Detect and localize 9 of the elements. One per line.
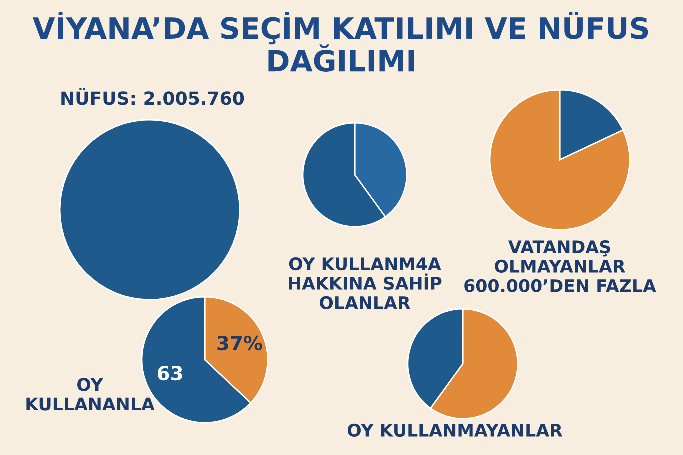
text: OY KULLANANLA bbox=[26, 378, 155, 411]
text: OY KULLANMAYANLAR bbox=[348, 424, 563, 438]
data-label: 37% bbox=[218, 336, 262, 351]
text: VİYANA’DA SEÇİM KATILIMI VE NÜFUS DAĞILIMI bbox=[32, 12, 648, 72]
chart-subtitle: NÜFUS: 2.005.760 bbox=[62, 88, 244, 106]
text: VATANDAŞ OLMAYANLAR 600.000’DEN FAZLA bbox=[464, 240, 656, 292]
data-label: 63 bbox=[158, 366, 182, 381]
text: OY KULLANM4A HAKKINA SAHİP OLANLAR bbox=[289, 257, 442, 310]
pie-slice bbox=[489, 89, 631, 231]
